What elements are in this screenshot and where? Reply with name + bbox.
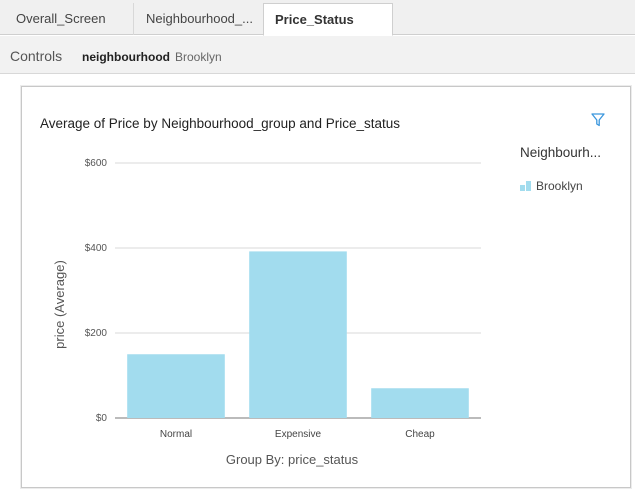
y-tick-label: $200 xyxy=(85,328,108,339)
bar-expensive[interactable] xyxy=(249,251,347,418)
y-tick-label: $400 xyxy=(85,243,108,254)
tab-overall-screen[interactable]: Overall_Screen xyxy=(5,3,134,35)
x-tick-label: Cheap xyxy=(405,429,435,440)
filter-icon[interactable] xyxy=(590,112,606,128)
y-tick-label: $600 xyxy=(85,158,108,169)
chart-panel: $0 $200 $400 $600 Normal Expensive Cheap Group … xyxy=(21,86,631,488)
filter-name[interactable]: neighbourhood xyxy=(82,50,170,64)
tab-neighbourhood[interactable]: Neighbourhood_... xyxy=(146,11,253,26)
legend-title: Neighbourh... xyxy=(520,145,602,160)
tab-bar: Overall_Screen Neighbourhood_... Price_S… xyxy=(0,0,635,36)
bar-normal[interactable] xyxy=(127,354,225,418)
chart-title: Average of Price by Neighbourhood_group … xyxy=(40,116,400,131)
y-tick-label: $0 xyxy=(96,413,108,424)
legend-swatch-icon xyxy=(520,181,532,191)
filter-value[interactable]: Brooklyn xyxy=(175,50,222,64)
y-axis-title: price (Average) xyxy=(52,260,67,349)
x-tick-label: Expensive xyxy=(275,429,322,440)
x-axis-title: Group By: price_status xyxy=(226,452,359,467)
x-tick-label: Normal xyxy=(160,429,192,440)
legend-item-brooklyn[interactable]: Brooklyn xyxy=(520,179,583,193)
bar-chart: $0 $200 $400 $600 Normal Expensive Cheap Group … xyxy=(52,158,481,467)
tab-price-status[interactable]: Price_Status xyxy=(263,3,393,36)
controls-label[interactable]: Controls xyxy=(10,48,63,64)
legend-item-label: Brooklyn xyxy=(536,179,583,193)
controls-bar: Controls neighbourhood Brooklyn xyxy=(0,36,635,74)
bar-cheap[interactable] xyxy=(371,388,469,418)
